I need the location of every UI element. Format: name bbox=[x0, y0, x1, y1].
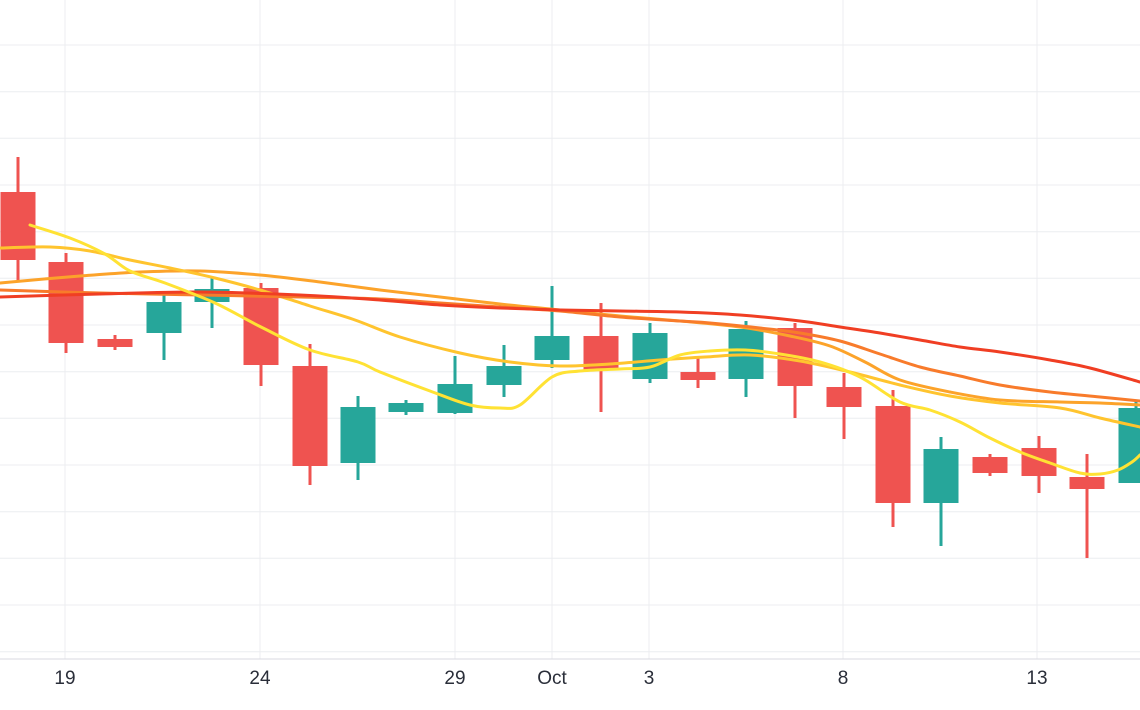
candle-body bbox=[437, 384, 473, 413]
candle-down[interactable] bbox=[680, 356, 716, 388]
candle-wick bbox=[550, 286, 554, 368]
candle-down[interactable] bbox=[97, 335, 133, 350]
candle-up[interactable] bbox=[437, 356, 473, 414]
candle-body bbox=[1069, 477, 1105, 489]
ma-lines bbox=[0, 223, 1140, 476]
candle-body bbox=[1118, 408, 1140, 483]
time-axis[interactable]: 19 24 29 Oct 3 8 13 bbox=[0, 658, 1140, 689]
ma-yellow bbox=[28, 223, 1140, 476]
ma-orange bbox=[0, 288, 1140, 403]
x-axis-label: 3 bbox=[644, 668, 655, 689]
candle-up[interactable] bbox=[388, 400, 424, 415]
x-axis-label: 19 bbox=[54, 668, 75, 689]
x-axis-label: 24 bbox=[249, 668, 271, 689]
x-axis-label: 13 bbox=[1026, 668, 1047, 689]
candle-body bbox=[97, 339, 133, 347]
candle-body bbox=[388, 403, 424, 412]
candle-body bbox=[292, 366, 328, 466]
candle-down[interactable] bbox=[48, 253, 84, 353]
candle-down[interactable] bbox=[875, 390, 911, 527]
candle-body bbox=[534, 336, 570, 360]
candle-up[interactable] bbox=[923, 437, 959, 546]
candle-body bbox=[972, 457, 1008, 473]
candle-up[interactable] bbox=[534, 286, 570, 368]
candle-body bbox=[48, 262, 84, 343]
x-axis-label: 8 bbox=[838, 668, 849, 689]
x-axis-label: 29 bbox=[444, 668, 465, 689]
candle-body bbox=[680, 372, 716, 380]
candle-up[interactable] bbox=[340, 396, 376, 480]
candle-up[interactable] bbox=[728, 321, 764, 397]
ma-red bbox=[0, 290, 1140, 384]
candle-body bbox=[146, 302, 182, 333]
candle-wick bbox=[1085, 454, 1089, 558]
ma-gold bbox=[0, 245, 1140, 429]
candle-body bbox=[875, 406, 911, 503]
candle-down[interactable] bbox=[0, 157, 36, 280]
candle-up[interactable] bbox=[146, 292, 182, 360]
candle-up[interactable] bbox=[486, 345, 522, 397]
candle-body bbox=[632, 333, 668, 379]
candle-down[interactable] bbox=[826, 373, 862, 439]
candle-down[interactable] bbox=[972, 454, 1008, 476]
candle-up[interactable] bbox=[1118, 402, 1140, 483]
candle-down[interactable] bbox=[292, 344, 328, 485]
candle-body bbox=[923, 449, 959, 503]
candle-up[interactable] bbox=[632, 323, 668, 383]
candle-down[interactable] bbox=[583, 303, 619, 412]
x-axis-label: Oct bbox=[537, 668, 567, 689]
candles-series bbox=[0, 157, 1140, 558]
candle-body bbox=[826, 387, 862, 407]
candle-body bbox=[486, 366, 522, 385]
candle-down[interactable] bbox=[1069, 454, 1105, 558]
candle-body bbox=[340, 407, 376, 463]
